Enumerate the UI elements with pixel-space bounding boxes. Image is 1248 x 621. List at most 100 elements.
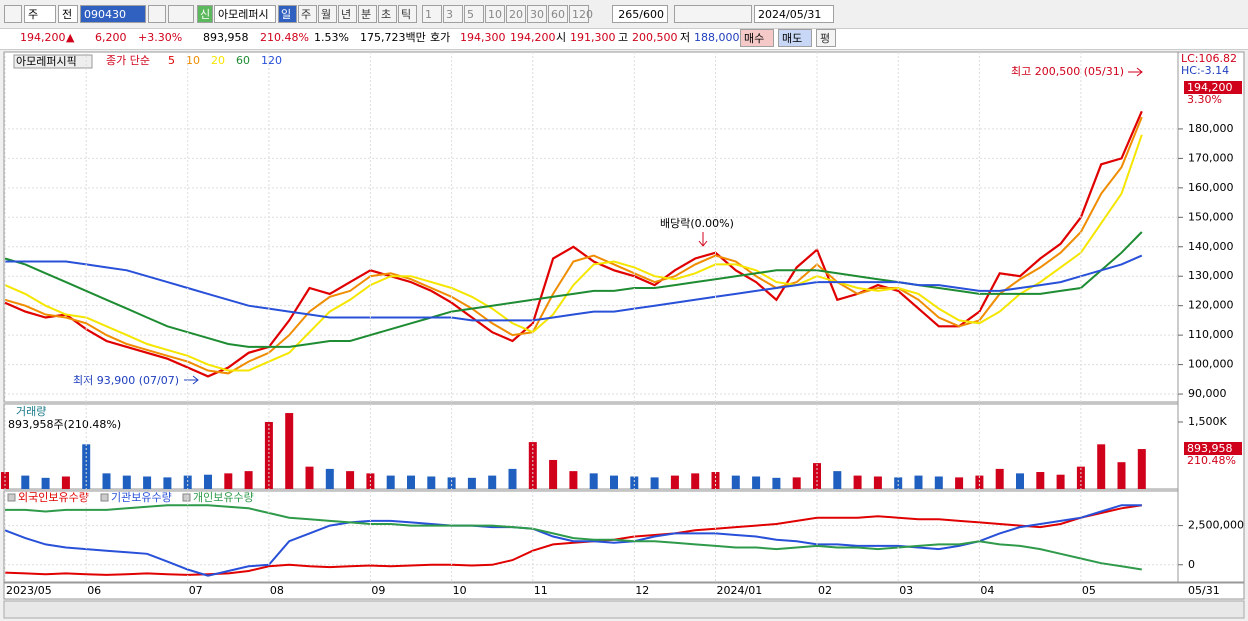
low-label: 저 — [680, 31, 691, 44]
tool-buttons[interactable] — [674, 5, 752, 23]
series-line — [4, 116, 1143, 375]
volume-bar — [792, 477, 801, 489]
volume-bar — [691, 473, 700, 489]
date-input[interactable]: 2024/05/31 — [754, 5, 834, 23]
value-axis — [1177, 51, 1245, 583]
stock-title-box — [13, 54, 93, 69]
amount: 175,723백만 — [360, 31, 426, 44]
y-tick-label: 120,000 — [1188, 299, 1234, 312]
interval-button[interactable]: 30 — [527, 5, 547, 23]
avg-button[interactable]: 평 — [816, 29, 836, 47]
scrollbar[interactable] — [3, 600, 1245, 619]
interval-button[interactable]: 120 — [569, 5, 593, 23]
volume-bar — [894, 477, 903, 489]
volume-bar — [122, 475, 131, 489]
volume-bar — [41, 477, 50, 489]
volume-bar — [610, 475, 618, 489]
period-button[interactable]: 주 — [298, 5, 317, 23]
open-label: 시 — [556, 31, 567, 44]
interval-button[interactable]: 5 — [464, 5, 484, 23]
series-line — [4, 231, 1143, 348]
ask: 194,300 — [460, 31, 506, 44]
volume-bar — [21, 475, 30, 489]
x-tick-label: 2024/01 — [717, 584, 763, 597]
mode-select[interactable]: 전 — [58, 5, 78, 23]
x-tick-label: 07 — [189, 584, 203, 597]
interval-button[interactable]: 3 — [443, 5, 463, 23]
y-tick-label: 150,000 — [1188, 210, 1234, 223]
dividend-annotation: 배당락(0.00%) — [660, 217, 734, 230]
sell-button[interactable]: 매도 — [778, 29, 812, 47]
y-tick-label: 0 — [1188, 558, 1195, 571]
interval-button[interactable]: 60 — [548, 5, 568, 23]
x-tick-label: 10 — [453, 584, 467, 597]
legend-entry: 5 — [168, 54, 175, 67]
period-button[interactable]: 초 — [378, 5, 397, 23]
menu-button[interactable] — [4, 5, 22, 23]
legend-entry: 10 — [186, 54, 200, 67]
x-tick-label: 09 — [371, 584, 385, 597]
volume-bar — [589, 473, 598, 489]
volume-bar — [61, 476, 70, 489]
volume-bar — [1056, 474, 1065, 489]
volume-bar — [670, 475, 679, 489]
volume-bar — [731, 475, 740, 489]
series-line — [4, 110, 1143, 378]
volume: 893,958 — [203, 31, 249, 44]
code-input[interactable]: 090430 — [80, 5, 146, 23]
volume-title: 거래량 — [16, 405, 46, 418]
x-tick-label: 08 — [270, 584, 284, 597]
period-button[interactable]: 일 — [278, 5, 297, 23]
interval-button[interactable]: 20 — [506, 5, 526, 23]
period-button[interactable]: 분 — [358, 5, 377, 23]
count-input[interactable]: 265/600 — [612, 5, 668, 23]
volume-bar — [346, 471, 355, 489]
low: 188,000 — [694, 31, 740, 44]
y-tick-label: 1,500K — [1188, 415, 1227, 428]
quote-bar — [0, 28, 1248, 50]
legend-swatch — [182, 493, 191, 502]
volume-bar — [305, 466, 314, 489]
legend-entry: 기관보유수량 — [111, 491, 172, 504]
high-arrow — [1128, 67, 1143, 77]
series-line — [5, 254, 1143, 322]
series-line — [4, 504, 1142, 577]
volume-bar — [488, 475, 497, 489]
volume-bar — [873, 476, 882, 489]
x-tick-label: 11 — [534, 584, 548, 597]
period-button[interactable]: 년 — [338, 5, 357, 23]
x-tick-label: 05 — [1082, 584, 1096, 597]
volume-bar — [183, 475, 192, 489]
volume-bar — [508, 468, 517, 489]
x-tick-label: 06 — [87, 584, 101, 597]
volume-ratio: 210.48% — [260, 31, 309, 44]
volume-bar — [549, 459, 558, 489]
volume-bar — [914, 475, 923, 489]
volume-bar — [143, 476, 152, 489]
market-select[interactable]: 주 — [24, 5, 56, 23]
period-button[interactable]: 틱 — [398, 5, 417, 23]
volume-bar — [975, 475, 984, 489]
period-button[interactable]: 월 — [318, 5, 337, 23]
stock-title: 아모레퍼시픽 — [16, 55, 77, 68]
volume-bar — [630, 476, 639, 489]
price-panel — [3, 51, 1179, 403]
series-line — [4, 504, 1142, 576]
y-tick-label: 90,000 — [1188, 387, 1227, 400]
stock-name: 아모레퍼시 — [214, 5, 276, 23]
volume-bar — [1016, 473, 1024, 489]
last-price-box — [1184, 81, 1242, 94]
volume-bar — [1036, 472, 1045, 489]
volume-bar — [447, 477, 456, 489]
buy-button[interactable]: 매수 — [740, 29, 774, 47]
volume-bar — [204, 474, 212, 489]
interval-button[interactable]: 10 — [485, 5, 505, 23]
search-button[interactable] — [148, 5, 166, 23]
volume-bar — [386, 475, 395, 489]
interval-button[interactable]: 1 — [422, 5, 442, 23]
sound-button[interactable] — [168, 5, 194, 23]
x-tick-label: 12 — [635, 584, 649, 597]
volume-subtitle: 893,958주(210.48%) — [8, 418, 121, 431]
open: 191,300 — [570, 31, 616, 44]
legend-entry: 60 — [236, 54, 250, 67]
